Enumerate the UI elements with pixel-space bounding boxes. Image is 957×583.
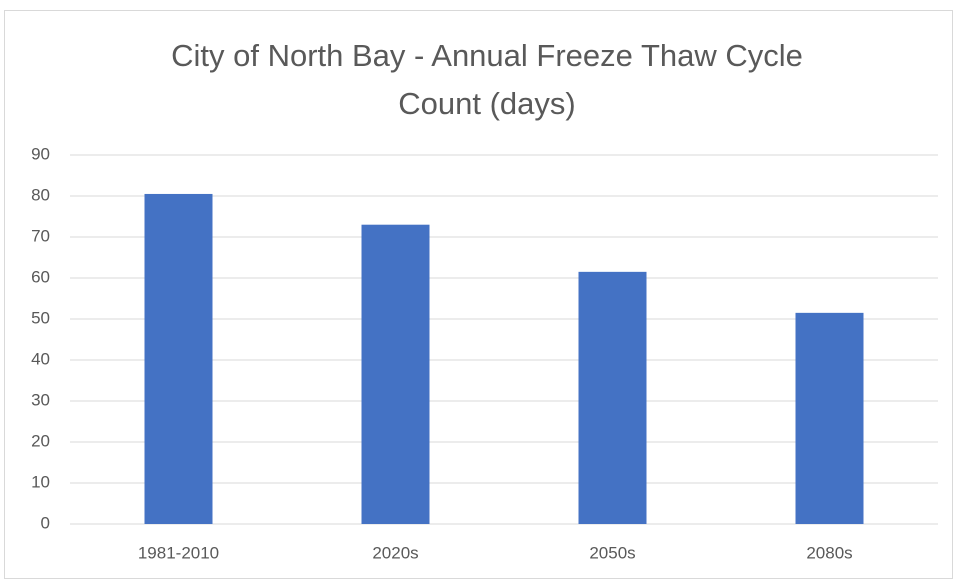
x-tick-label: 1981-2010: [138, 543, 219, 562]
x-tick-label: 2050s: [589, 543, 635, 562]
bar: [795, 312, 864, 524]
y-tick-label: 40: [31, 349, 50, 368]
y-tick-label: 30: [31, 390, 50, 409]
bar: [361, 224, 430, 524]
y-tick-label: 90: [31, 144, 50, 163]
y-tick-label: 70: [31, 226, 50, 245]
x-tick-label: 2020s: [372, 543, 418, 562]
y-tick-label: 50: [31, 308, 50, 327]
y-tick-label: 10: [31, 472, 50, 491]
bar: [578, 271, 647, 524]
bar: [144, 193, 213, 524]
chart-title: City of North Bay - Annual Freeze Thaw C…: [171, 38, 803, 121]
y-tick-label: 60: [31, 267, 50, 286]
y-tick-label: 20: [31, 431, 50, 450]
y-tick-label: 80: [31, 185, 50, 204]
x-tick-label: 2080s: [806, 543, 852, 562]
y-tick-label: 0: [41, 513, 50, 532]
